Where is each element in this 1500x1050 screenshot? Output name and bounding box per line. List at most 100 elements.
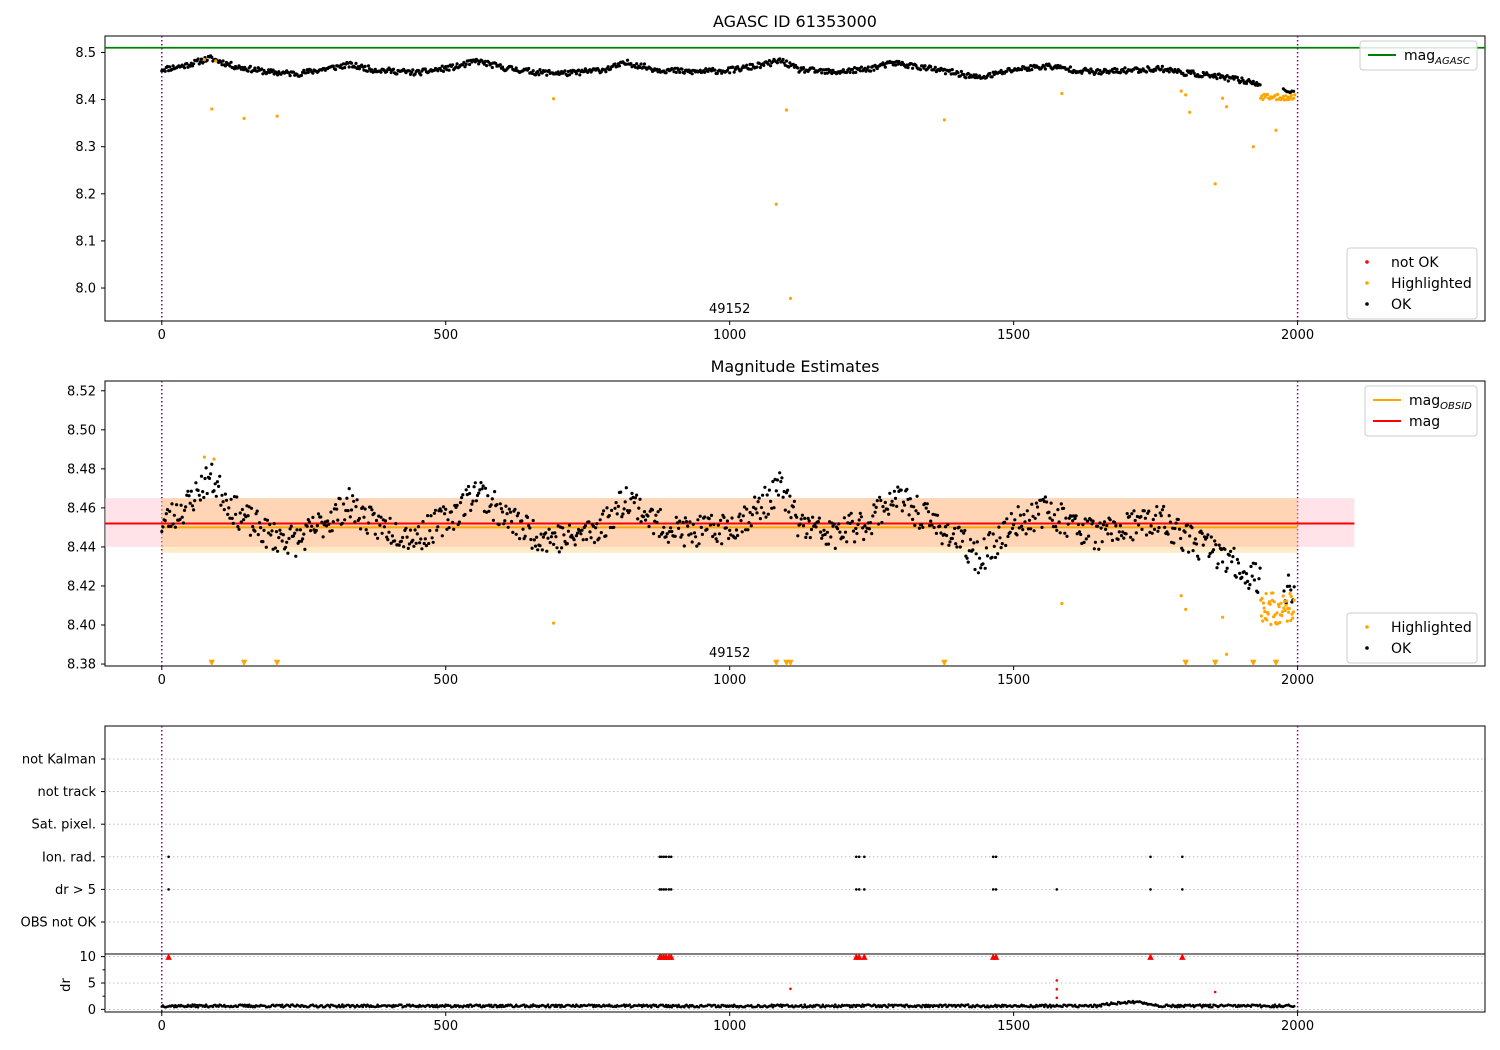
data-point <box>457 520 461 524</box>
data-point <box>669 888 673 891</box>
data-point <box>1055 996 1059 1000</box>
data-point <box>658 507 663 512</box>
y-tick-label: 8.48 <box>67 462 96 477</box>
data-point <box>636 517 640 521</box>
data-point <box>681 520 685 525</box>
data-point <box>1207 1005 1211 1009</box>
data-point <box>491 518 495 522</box>
data-point <box>213 482 217 486</box>
data-point <box>619 490 623 494</box>
data-point <box>1292 89 1296 93</box>
data-point <box>411 68 415 72</box>
data-point <box>549 535 554 539</box>
data-point <box>1271 591 1275 595</box>
data-point <box>1163 525 1167 530</box>
data-point <box>811 515 815 519</box>
data-point <box>991 532 995 536</box>
data-point <box>1261 601 1265 605</box>
data-point <box>338 497 342 501</box>
data-point <box>1250 574 1254 578</box>
data-point <box>227 506 231 510</box>
data-point <box>220 63 224 67</box>
data-point <box>1093 540 1097 544</box>
data-point <box>786 488 790 492</box>
data-point <box>789 987 792 991</box>
data-point <box>567 73 572 77</box>
x-tick-label: 500 <box>433 673 458 688</box>
x-tick-label: 0 <box>158 328 166 343</box>
data-point <box>1004 543 1008 548</box>
data-point <box>699 525 703 530</box>
data-point <box>446 518 450 522</box>
data-point <box>958 74 962 78</box>
data-point <box>188 501 192 505</box>
data-point <box>999 1005 1003 1009</box>
data-point <box>998 536 1002 540</box>
data-point <box>1137 523 1141 527</box>
data-point <box>246 1005 250 1009</box>
data-point <box>1261 97 1265 102</box>
data-point <box>932 525 936 530</box>
data-point <box>570 71 574 75</box>
data-point <box>1068 65 1072 69</box>
data-point <box>1045 500 1049 504</box>
data-point <box>253 66 257 70</box>
data-point <box>908 497 912 501</box>
data-point <box>667 888 671 891</box>
data-point <box>1287 607 1291 611</box>
legend-subscript: AGASC <box>1434 56 1470 67</box>
data-point <box>736 65 740 69</box>
legend-label: Highlighted <box>1391 620 1472 636</box>
data-point <box>1066 522 1070 526</box>
data-point <box>271 68 275 72</box>
data-point <box>918 68 923 72</box>
data-point <box>950 536 954 541</box>
data-point <box>744 528 748 532</box>
data-point <box>1232 546 1236 550</box>
data-point <box>506 525 510 529</box>
data-point <box>1275 611 1279 615</box>
y-tick-label: 8.44 <box>67 540 96 555</box>
data-point <box>418 541 422 545</box>
data-point <box>302 532 306 536</box>
data-point <box>1088 71 1092 75</box>
data-point <box>1110 538 1115 543</box>
data-point <box>489 503 493 507</box>
data-point <box>776 493 781 497</box>
data-point <box>1149 888 1152 891</box>
data-point <box>190 1005 193 1009</box>
data-point <box>373 532 377 536</box>
data-point <box>1042 64 1046 68</box>
data-point <box>1177 1003 1180 1007</box>
data-point <box>224 498 229 502</box>
x-tick-label: 1500 <box>997 673 1030 688</box>
data-point <box>1144 70 1149 74</box>
data-point <box>751 505 756 509</box>
data-point <box>864 530 868 534</box>
data-point <box>321 535 325 539</box>
data-point <box>1085 519 1090 523</box>
data-point <box>420 547 424 551</box>
data-point <box>1272 600 1276 604</box>
data-point <box>1184 607 1188 612</box>
data-point <box>946 523 950 527</box>
data-point <box>487 60 491 64</box>
data-point <box>1030 68 1034 72</box>
y-tick-label: 10 <box>79 950 96 965</box>
data-point <box>1281 594 1285 598</box>
data-point <box>366 64 371 68</box>
legend-marker <box>1365 646 1369 650</box>
data-point <box>1292 598 1296 602</box>
x-tick-label: 1000 <box>713 328 746 343</box>
data-point <box>824 68 828 72</box>
data-point <box>262 528 266 533</box>
data-point <box>470 502 474 506</box>
data-point <box>820 71 824 75</box>
data-point <box>1221 96 1225 100</box>
data-point <box>447 526 451 530</box>
data-point <box>215 480 219 484</box>
data-point <box>713 532 717 536</box>
data-point <box>560 546 564 550</box>
data-point <box>1263 610 1267 614</box>
data-point <box>423 67 427 71</box>
